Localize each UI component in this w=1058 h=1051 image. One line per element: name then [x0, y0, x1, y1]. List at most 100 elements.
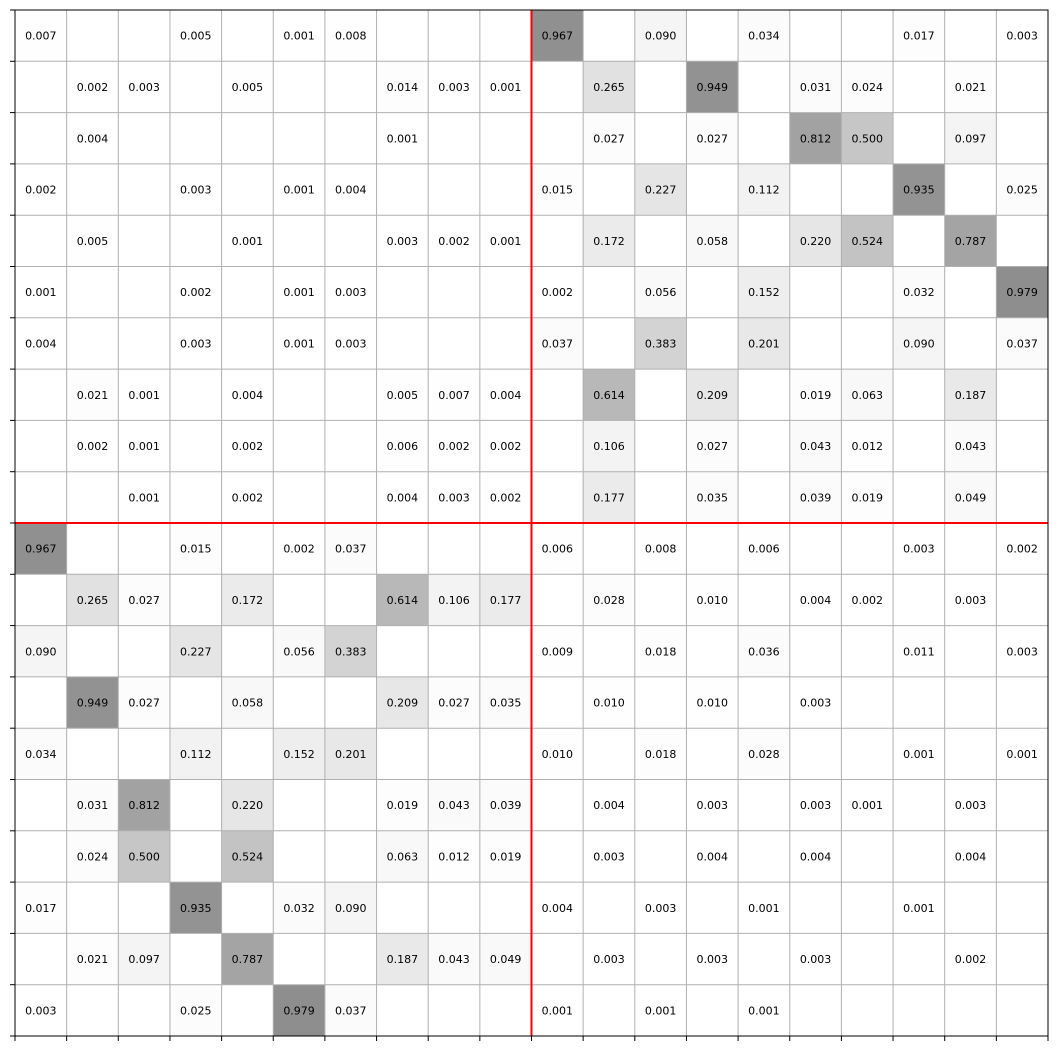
heatmap-cell — [738, 317, 790, 370]
heatmap-cell — [66, 933, 119, 985]
cell-value-label: 0.004 — [25, 337, 57, 350]
heatmap-cell — [531, 830, 584, 883]
heatmap-cell — [428, 830, 480, 883]
cell-value-label: 0.037 — [1006, 337, 1038, 350]
heatmap-cell — [15, 266, 67, 318]
heatmap-cell — [376, 61, 429, 113]
heatmap-cell — [893, 112, 945, 164]
heatmap-cell — [428, 984, 480, 1036]
heatmap-cell — [66, 882, 119, 934]
heatmap-cell — [324, 830, 377, 883]
heatmap-cell — [221, 266, 274, 318]
heatmap-cell — [841, 984, 894, 1036]
heatmap-cell — [944, 728, 997, 780]
heatmap-cell — [169, 933, 222, 985]
heatmap-cell — [169, 882, 222, 934]
heatmap-cell — [841, 369, 894, 421]
heatmap-cell — [583, 317, 635, 370]
heatmap-cell — [324, 10, 377, 62]
cell-value-label: 0.097 — [955, 132, 987, 145]
heatmap-cell — [634, 676, 687, 729]
heatmap-cell — [428, 574, 480, 626]
cell-value-label: 0.005 — [77, 235, 109, 248]
cell-value-label: 0.032 — [283, 902, 315, 915]
heatmap-cell — [686, 779, 739, 831]
cell-value-label: 0.019 — [851, 491, 883, 504]
heatmap-cell — [273, 830, 325, 883]
cell-value-label: 0.002 — [955, 953, 987, 966]
cell-value-label: 0.035 — [490, 697, 522, 710]
cell-value-label: 0.979 — [283, 1004, 315, 1017]
heatmap-cell — [169, 10, 222, 62]
heatmap-cell — [738, 779, 790, 831]
cell-value-label: 0.007 — [438, 389, 470, 402]
heatmap-cell — [376, 830, 429, 883]
cell-value-label: 0.019 — [490, 850, 522, 863]
heatmap-cell — [273, 471, 325, 523]
cell-value-label: 0.112 — [180, 748, 212, 761]
heatmap-cell — [118, 779, 170, 831]
heatmap-cell — [324, 61, 377, 113]
heatmap-cell — [893, 10, 945, 62]
heatmap-cell — [428, 163, 480, 216]
heatmap-cell — [324, 676, 377, 729]
heatmap-cell — [738, 984, 790, 1036]
heatmap-cell — [428, 676, 480, 729]
heatmap-cell — [273, 112, 325, 164]
heatmap-cell — [118, 625, 170, 677]
heatmap-cell — [634, 625, 687, 677]
heatmap-cell — [944, 676, 997, 729]
heatmap-cell — [841, 471, 894, 523]
heatmap-cell — [479, 625, 532, 677]
cell-value-label: 0.004 — [542, 902, 574, 915]
heatmap-cell — [428, 420, 480, 472]
heatmap-cell — [118, 266, 170, 318]
heatmap-cell — [273, 10, 325, 62]
cell-value-label: 0.005 — [232, 81, 264, 94]
cell-value-label: 0.032 — [903, 286, 935, 299]
heatmap-cell — [66, 10, 119, 62]
cell-value-label: 0.036 — [748, 645, 780, 658]
heatmap-cell — [583, 112, 635, 164]
heatmap-cell — [66, 984, 119, 1036]
heatmap-cell — [686, 61, 739, 113]
heatmap-cell — [376, 163, 429, 216]
cell-value-label: 0.002 — [180, 286, 212, 299]
cell-value-label: 0.043 — [800, 440, 832, 453]
heatmap-cell — [531, 471, 584, 523]
heatmap-cell — [789, 112, 842, 164]
cell-value-label: 0.056 — [283, 645, 315, 658]
heatmap-cell — [15, 625, 67, 677]
heatmap-cell — [169, 215, 222, 267]
heatmap-cell — [893, 215, 945, 267]
heatmap-cell — [15, 830, 67, 883]
heatmap-cell — [169, 779, 222, 831]
cell-value-label: 0.172 — [232, 594, 264, 607]
heatmap-cell — [686, 266, 739, 318]
heatmap-cell — [376, 676, 429, 729]
cell-value-label: 0.004 — [955, 850, 987, 863]
cell-value-label: 0.001 — [387, 132, 419, 145]
heatmap-cell — [996, 215, 1048, 267]
heatmap-cell — [841, 112, 894, 164]
heatmap-cell — [996, 317, 1048, 370]
cell-value-label: 0.383 — [335, 645, 367, 658]
heatmap-cell — [15, 523, 67, 575]
heatmap-cell — [324, 112, 377, 164]
heatmap-cell — [944, 369, 997, 421]
heatmap-cell — [634, 574, 687, 626]
heatmap-cell — [841, 882, 894, 934]
heatmap-cell — [324, 779, 377, 831]
heatmap-cell — [273, 215, 325, 267]
heatmap-cell — [428, 882, 480, 934]
heatmap-cell — [66, 523, 119, 575]
heatmap-cell — [738, 61, 790, 113]
heatmap-cell — [944, 574, 997, 626]
heatmap-cell — [944, 933, 997, 985]
cell-value-label: 0.383 — [645, 337, 677, 350]
heatmap-cell — [686, 523, 739, 575]
heatmap-cell — [531, 61, 584, 113]
heatmap-cell — [583, 266, 635, 318]
heatmap-cell — [996, 830, 1048, 883]
heatmap-cell — [479, 984, 532, 1036]
